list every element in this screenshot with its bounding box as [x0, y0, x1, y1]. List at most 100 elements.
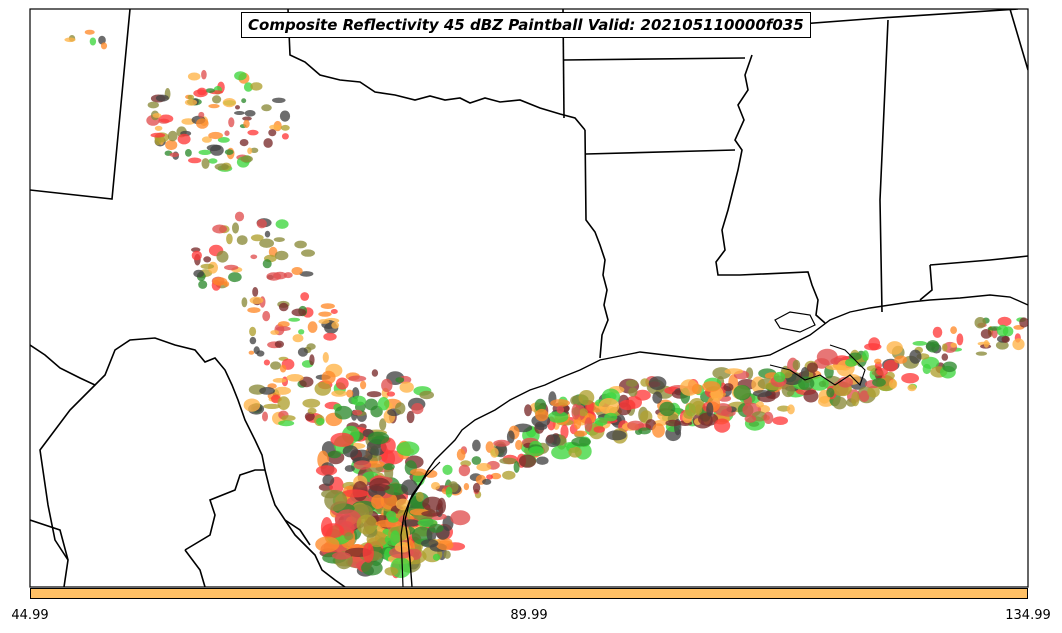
storm-cell [318, 319, 330, 324]
mexico-state-boundary-5 [284, 519, 311, 546]
storm-cell [431, 482, 440, 490]
storm-cell [377, 397, 390, 411]
storm-cell [584, 417, 593, 432]
storm-cell [214, 163, 229, 171]
storm-cell [348, 375, 367, 382]
storm-cell [259, 238, 274, 248]
barrier-islands [400, 461, 441, 587]
storm-cell [826, 387, 835, 398]
storm-cell [472, 482, 481, 493]
louisiana-marsh-coast [769, 344, 866, 387]
storm-cell [216, 250, 229, 263]
storm-cell [997, 316, 1012, 327]
storm-cell [367, 431, 390, 445]
storm-cell [269, 124, 282, 130]
storm-cell [876, 368, 888, 376]
storm-cell [792, 359, 801, 371]
storm-cell [277, 396, 290, 410]
storm-cell [234, 71, 247, 81]
storm-cell [224, 130, 230, 136]
storm-cell [307, 321, 318, 333]
storm-cell [493, 439, 510, 447]
texas-panhandle-boundary [30, 9, 131, 200]
storm-cell [950, 326, 957, 334]
storm-cell [578, 390, 595, 406]
storm-cell [851, 391, 860, 407]
storm-cell [158, 114, 174, 123]
storm-cell [864, 343, 882, 351]
storm-cell [874, 358, 882, 364]
storm-cell [280, 124, 290, 131]
storm-cell [147, 101, 159, 109]
storm-cell [273, 237, 285, 243]
storm-cell [249, 336, 257, 345]
storm-cell [224, 149, 234, 156]
storm-cell [598, 398, 620, 415]
storm-cell [261, 104, 272, 112]
storm-cell [263, 138, 273, 148]
storm-cell [206, 144, 222, 152]
storm-cell [342, 445, 359, 458]
storm-cell [279, 110, 291, 122]
storm-cell [1019, 317, 1028, 328]
storm-cell [744, 415, 757, 423]
storm-cell [807, 362, 818, 373]
storm-cell [571, 437, 591, 447]
storm-cell [291, 308, 307, 317]
storm-cell [250, 254, 258, 260]
storm-cell [307, 407, 317, 415]
storm-cell [278, 302, 289, 312]
storm-cell [321, 523, 345, 539]
storm-cell [867, 385, 880, 398]
storm-cell [360, 380, 367, 390]
storm-cell [266, 272, 282, 281]
storm-cell [683, 409, 696, 420]
storm-cell [241, 98, 247, 104]
storm-cell [922, 363, 931, 375]
storm-cell [798, 376, 815, 391]
storm-cell [208, 131, 224, 140]
storm-cell [803, 389, 819, 403]
storm-cell [234, 211, 245, 222]
storm-cell [652, 423, 665, 438]
storm-cell [456, 448, 466, 461]
storm-cell [859, 390, 870, 403]
storm-cell [535, 423, 548, 431]
storm-cell [314, 381, 332, 396]
mexico-state-boundary-4 [184, 549, 206, 587]
storm-cell [551, 445, 572, 460]
storm-cell [640, 378, 650, 387]
storm-cell [212, 224, 228, 234]
storm-cell [472, 439, 481, 452]
storm-cell [825, 364, 847, 371]
colorbar-tick-max: 134.99 [1005, 608, 1051, 623]
storm-cell [885, 371, 895, 380]
storm-cell [185, 149, 192, 157]
storm-cell [155, 94, 169, 102]
storm-cell [323, 332, 337, 341]
storm-cell [98, 35, 106, 45]
storm-cell [421, 539, 439, 548]
storm-cell [212, 277, 228, 286]
storm-cell [394, 541, 411, 553]
storm-cell [724, 368, 744, 375]
storm-cell [535, 408, 549, 422]
storm-cell [330, 309, 338, 314]
storm-cell [262, 310, 271, 322]
storm-cell [294, 240, 307, 249]
map-frame [29, 8, 1029, 588]
storm-cell [243, 119, 250, 128]
storm-cell [344, 465, 355, 472]
storm-cell [165, 139, 178, 151]
storm-cell [222, 98, 237, 108]
storm-cell [316, 417, 325, 426]
storm-cell [419, 390, 435, 400]
red-river-boundary [287, 9, 586, 131]
storm-cell [395, 402, 406, 415]
storm-cell [371, 369, 379, 377]
storm-cell [64, 37, 76, 43]
storm-cell [152, 113, 162, 118]
mobile-bay-boundary [919, 264, 933, 301]
storm-cell [980, 329, 992, 339]
storm-cell [458, 464, 471, 477]
